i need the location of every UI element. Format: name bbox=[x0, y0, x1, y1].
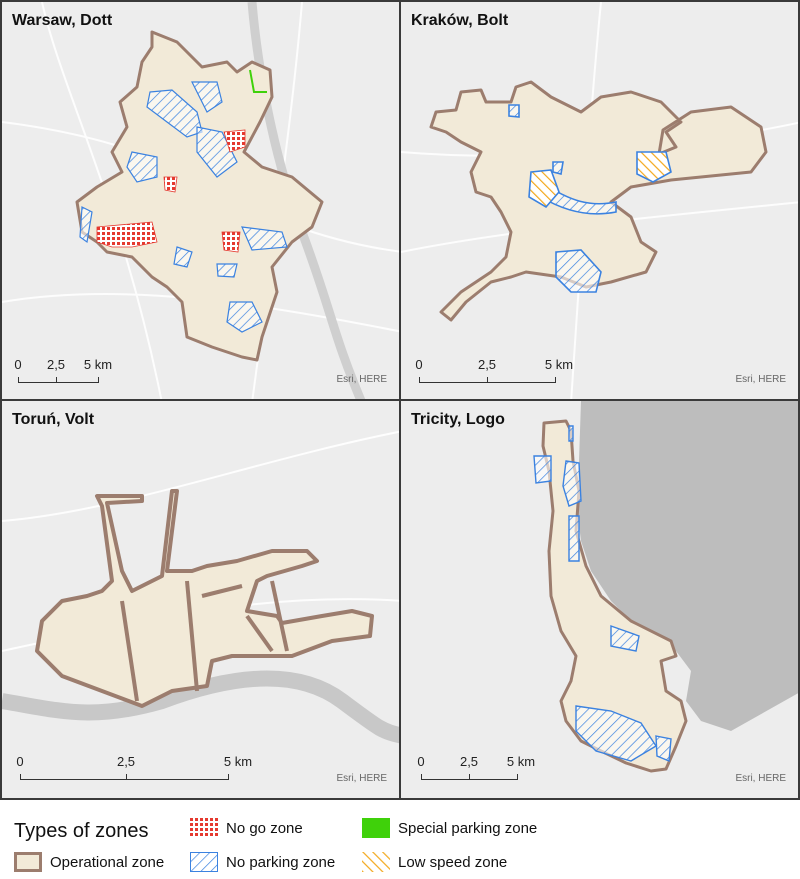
no-go-zone bbox=[223, 129, 246, 153]
no-parking-zone bbox=[610, 625, 640, 652]
map-panel-warsaw[interactable]: Warsaw, Dott 0 2,5 5 km Esri, HERE bbox=[0, 0, 401, 401]
panel-title: Kraków, Bolt bbox=[411, 12, 509, 29]
baltic-sea bbox=[576, 401, 798, 731]
no-go-zone bbox=[96, 221, 158, 248]
map-panel-krakow[interactable]: Kraków, Bolt 0 2,5 5 km Esri, HERE bbox=[399, 0, 800, 401]
no-parking-zone bbox=[655, 735, 672, 763]
krakow-map bbox=[401, 2, 798, 399]
map-legend: Types of zones Operational zone No go zo… bbox=[0, 800, 800, 879]
legend-item-no-parking: No parking zone bbox=[190, 852, 335, 872]
legend-item-special-parking: Special parking zone bbox=[362, 818, 537, 838]
no-parking-zone bbox=[552, 161, 564, 175]
no-parking-zone bbox=[575, 705, 657, 762]
warsaw-map bbox=[2, 2, 399, 399]
no-parking-zone bbox=[562, 460, 582, 507]
scale-bar: 0 2,5 5 km bbox=[415, 357, 575, 387]
map-attribution: Esri, HERE bbox=[336, 374, 387, 385]
scale-bar: 0 2,5 5 km bbox=[14, 357, 114, 387]
panel-title: Warsaw, Dott bbox=[12, 12, 113, 29]
special-parking-zone-swatch bbox=[362, 818, 390, 838]
no-parking-zone-swatch bbox=[190, 852, 218, 872]
no-parking-zone bbox=[568, 515, 580, 562]
no-parking-zone bbox=[533, 455, 552, 484]
low-speed-zone bbox=[528, 169, 560, 209]
legend-item-low-speed: Low speed zone bbox=[362, 852, 507, 872]
no-parking-zone bbox=[79, 206, 93, 244]
panel-title: Toruń, Volt bbox=[12, 411, 95, 428]
torun-operational-zone bbox=[35, 489, 374, 708]
low-speed-zone bbox=[636, 151, 672, 183]
scale-bar: 0 2,5 5 km bbox=[417, 754, 547, 784]
map-attribution: Esri, HERE bbox=[735, 773, 786, 784]
vistula-river bbox=[2, 670, 399, 744]
operational-zone-swatch bbox=[14, 852, 42, 872]
no-parking-zone bbox=[173, 246, 193, 268]
torun-map bbox=[2, 430, 399, 744]
panel-title: Tricity, Logo bbox=[411, 411, 505, 428]
scale-bar: 0 2,5 5 km bbox=[16, 754, 256, 784]
warsaw-operational-zone bbox=[75, 30, 324, 362]
no-go-zone bbox=[221, 231, 241, 253]
no-parking-zone bbox=[191, 81, 223, 113]
no-parking-zone bbox=[126, 151, 158, 183]
no-parking-zone bbox=[508, 104, 520, 118]
legend-item-operational: Operational zone bbox=[14, 852, 164, 872]
no-parking-zone bbox=[568, 425, 574, 442]
map-attribution: Esri, HERE bbox=[336, 773, 387, 784]
special-parking-zone bbox=[249, 69, 267, 93]
tricity-map bbox=[533, 401, 798, 773]
no-go-zone-swatch bbox=[190, 818, 218, 838]
no-parking-zone bbox=[540, 180, 617, 215]
no-parking-zone bbox=[216, 263, 238, 278]
low-speed-zone-swatch bbox=[362, 852, 390, 872]
no-parking-zone bbox=[196, 126, 238, 178]
krakow-operational-zone bbox=[429, 80, 768, 322]
no-parking-zone bbox=[555, 249, 602, 293]
no-parking-zone bbox=[146, 89, 203, 138]
map-attribution: Esri, HERE bbox=[735, 374, 786, 385]
legend-title: Types of zones bbox=[14, 820, 149, 842]
map-panel-torun[interactable]: Toruń, Volt 0 2,5 5 km Esri, HERE bbox=[0, 399, 401, 800]
legend-item-no-go: No go zone bbox=[190, 818, 303, 838]
no-parking-zone bbox=[241, 226, 288, 251]
map-panel-tricity[interactable]: Tricity, Logo 0 2,5 5 km Esri, HERE bbox=[399, 399, 800, 800]
no-parking-zone bbox=[226, 301, 263, 333]
no-go-zone bbox=[163, 176, 178, 193]
